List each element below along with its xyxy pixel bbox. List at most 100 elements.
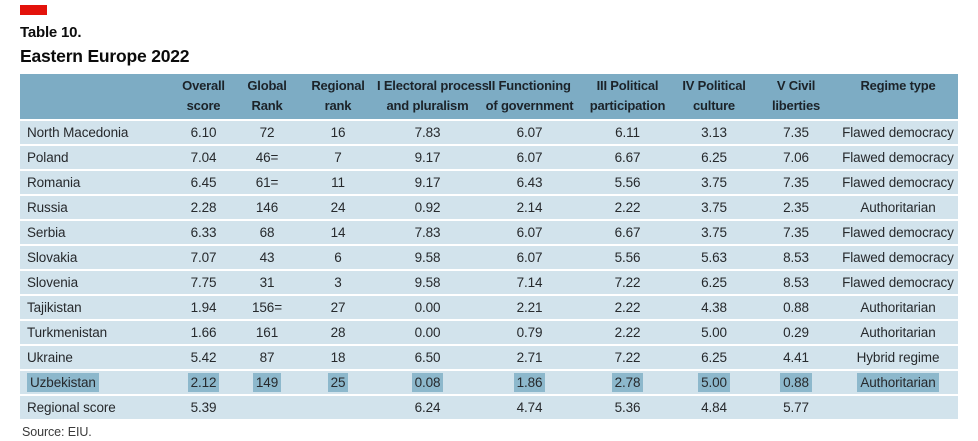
- cell-electoral-process: 6.24: [377, 396, 478, 419]
- cell-regional-rank: 14: [299, 221, 377, 244]
- cell-overall-score: 2.12: [172, 371, 235, 394]
- country-cell: Romania: [20, 171, 172, 194]
- column-header-regime-type: Regime type: [838, 74, 958, 119]
- cell-global-rank: [235, 396, 299, 419]
- highlighted-cell-text: 149: [252, 373, 282, 392]
- cell-electoral-process: 7.83: [377, 221, 478, 244]
- cell-electoral-process: 9.58: [377, 271, 478, 294]
- column-header-electoral-process: I Electoral process and pluralism: [377, 74, 489, 119]
- cell-overall-score: 6.45: [172, 171, 235, 194]
- column-header-regional-rank: Regional rank: [299, 74, 377, 119]
- cell-civil-liberties: 8.53: [754, 246, 838, 269]
- cell-regime-type: Authoritarian: [838, 196, 958, 219]
- cell-global-rank: 161: [235, 321, 299, 344]
- cell-political-participation: 7.22: [581, 346, 674, 369]
- cell-political-culture: 3.75: [674, 221, 754, 244]
- cell-civil-liberties: 5.77: [754, 396, 838, 419]
- cell-electoral-process: 7.83: [377, 121, 478, 144]
- table-row: Russia 2.28 146 24 0.92 2.14 2.22 3.75 2.35 Autho…: [20, 196, 958, 219]
- cell-political-culture: 6.25: [674, 346, 754, 369]
- country-cell: Slovakia: [20, 246, 172, 269]
- table-header-row: Overall score Global Rank Regional rank I E…: [20, 74, 958, 119]
- cell-political-culture: 5.00: [674, 321, 754, 344]
- cell-regime-type: Authoritarian: [838, 371, 958, 394]
- cell-civil-liberties: 2.35: [754, 196, 838, 219]
- cell-functioning-government: 7.14: [478, 271, 581, 294]
- cell-functioning-government: 6.07: [478, 221, 581, 244]
- highlighted-cell-text: 0.88: [780, 373, 812, 392]
- cell-electoral-process: 9.17: [377, 146, 478, 169]
- cell-political-participation: 6.67: [581, 146, 674, 169]
- cell-regime-type: Flawed democracy: [838, 221, 958, 244]
- cell-functioning-government: 0.79: [478, 321, 581, 344]
- table-row: Romania 6.45 61= 11 9.17 6.43 5.56 3.75 7.35 Flaw…: [20, 171, 958, 194]
- country-cell: Uzbekistan: [20, 371, 172, 394]
- cell-global-rank: 46=: [235, 146, 299, 169]
- cell-global-rank: 31: [235, 271, 299, 294]
- table-row: North Macedonia 6.10 72 16 7.83 6.07 6.11 3.13 7…: [20, 121, 958, 144]
- cell-civil-liberties: 0.88: [754, 371, 838, 394]
- highlighted-cell-text: 2.12: [187, 373, 220, 392]
- cell-regime-type: Hybrid regime: [838, 346, 958, 369]
- column-header-global-rank: Global Rank: [235, 74, 299, 119]
- table-row: Slovenia 7.75 31 3 9.58 7.14 7.22 6.25 8.53 Flawe…: [20, 271, 958, 294]
- cell-political-culture: 6.25: [674, 271, 754, 294]
- cell-functioning-government: 2.71: [478, 346, 581, 369]
- cell-regional-rank: 7: [299, 146, 377, 169]
- cell-political-participation: 2.22: [581, 321, 674, 344]
- table-row: Poland 7.04 46= 7 9.17 6.07 6.67 6.25 7.06 Flawed…: [20, 146, 958, 169]
- cell-functioning-government: 1.86: [478, 371, 581, 394]
- cell-electoral-process: 0.92: [377, 196, 478, 219]
- cell-regime-type: Authoritarian: [838, 321, 958, 344]
- highlighted-cell-text: 5.00: [698, 373, 730, 392]
- cell-functioning-government: 6.07: [478, 121, 581, 144]
- cell-regime-type: Flawed democracy: [838, 246, 958, 269]
- cell-global-rank: 61=: [235, 171, 299, 194]
- column-header-overall-score: Overall score: [172, 74, 235, 119]
- cell-overall-score: 1.66: [172, 321, 235, 344]
- country-cell: Poland: [20, 146, 172, 169]
- cell-electoral-process: 9.17: [377, 171, 478, 194]
- cell-overall-score: 7.04: [172, 146, 235, 169]
- cell-regional-rank: 28: [299, 321, 377, 344]
- cell-global-rank: 146: [235, 196, 299, 219]
- country-cell: Serbia: [20, 221, 172, 244]
- cell-civil-liberties: 0.88: [754, 296, 838, 319]
- cell-regime-type: Flawed democracy: [838, 121, 958, 144]
- cell-political-participation: 6.67: [581, 221, 674, 244]
- cell-regional-rank: 16: [299, 121, 377, 144]
- democracy-index-table: Overall score Global Rank Regional rank I E…: [20, 72, 958, 421]
- cell-political-participation: 2.78: [581, 371, 674, 394]
- table-row: Serbia 6.33 68 14 7.83 6.07 6.67 3.75 7.35 Flawed…: [20, 221, 958, 244]
- highlighted-cell-text: 2.78: [611, 373, 644, 392]
- cell-overall-score: 2.28: [172, 196, 235, 219]
- cell-political-participation: 6.11: [581, 121, 674, 144]
- cell-functioning-government: 6.43: [478, 171, 581, 194]
- source-note: Source: EIU.: [22, 425, 92, 439]
- table-row: Uzbekistan 2.12 149 25 0.08 1.86 2.78 5.00 0.88 A…: [20, 371, 958, 394]
- cell-civil-liberties: 7.35: [754, 171, 838, 194]
- table-body: North Macedonia 6.10 72 16 7.83 6.07 6.11 3.13 7…: [20, 121, 958, 419]
- cell-political-participation: 7.22: [581, 271, 674, 294]
- cell-global-rank: 87: [235, 346, 299, 369]
- cell-regime-type: Authoritarian: [838, 296, 958, 319]
- cell-civil-liberties: 7.35: [754, 121, 838, 144]
- cell-regional-rank: 27: [299, 296, 377, 319]
- cell-overall-score: 7.75: [172, 271, 235, 294]
- cell-regional-rank: 25: [299, 371, 377, 394]
- cell-regional-rank: 11: [299, 171, 377, 194]
- cell-functioning-government: 4.74: [478, 396, 581, 419]
- country-cell: Tajikistan: [20, 296, 172, 319]
- cell-global-rank: 43: [235, 246, 299, 269]
- cell-political-culture: 3.13: [674, 121, 754, 144]
- table-row: Regional score 5.39 6.24 4.74 5.36 4.84 5.77: [20, 396, 958, 419]
- highlighted-cell-text: 1.86: [513, 373, 546, 392]
- country-cell: Russia: [20, 196, 172, 219]
- cell-civil-liberties: 4.41: [754, 346, 838, 369]
- cell-electoral-process: 0.00: [377, 296, 478, 319]
- cell-political-culture: 3.75: [674, 171, 754, 194]
- column-header-country: [20, 74, 172, 119]
- column-header-political-culture: IV Political culture: [674, 74, 754, 119]
- cell-overall-score: 6.33: [172, 221, 235, 244]
